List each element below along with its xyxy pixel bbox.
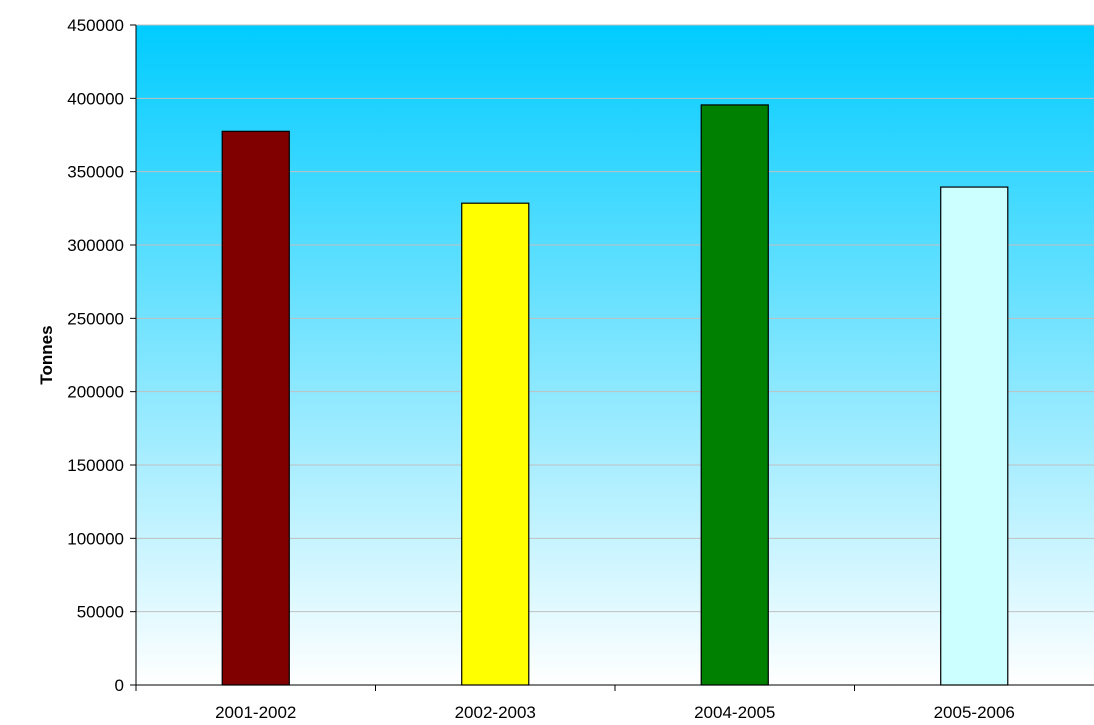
bar xyxy=(940,186,1009,686)
bars xyxy=(221,104,1009,686)
x-tick-label: 2005-2006 xyxy=(934,703,1015,722)
y-tick-label: 100000 xyxy=(67,529,124,548)
gridlines xyxy=(136,24,1094,613)
y-tick-label: 350000 xyxy=(67,163,124,182)
x-tick-label: 2001-2002 xyxy=(215,703,296,722)
x-ticks: 2001-2002 2002-2003 2004-2005 2005-2006 xyxy=(135,685,1015,722)
y-tick-label: 0 xyxy=(115,676,124,695)
y-ticks: 0 50000 100000 150000 200000 250000 300000 3500… xyxy=(67,16,136,695)
bar xyxy=(221,130,290,686)
x-tick-label: 2004-2005 xyxy=(694,703,775,722)
y-axis-title: Tonnes xyxy=(37,325,56,384)
y-tick-label: 150000 xyxy=(67,456,124,475)
y-tick-label: 450000 xyxy=(67,16,124,35)
bar xyxy=(461,202,530,686)
y-tick-label: 300000 xyxy=(67,236,124,255)
y-tick-label: 200000 xyxy=(67,383,124,402)
bar xyxy=(700,104,769,686)
plot-area xyxy=(136,25,1094,685)
x-tick-label: 2002-2003 xyxy=(455,703,536,722)
y-tick-label: 250000 xyxy=(67,309,124,328)
y-tick-label: 400000 xyxy=(67,89,124,108)
y-tick-label: 50000 xyxy=(77,603,124,622)
